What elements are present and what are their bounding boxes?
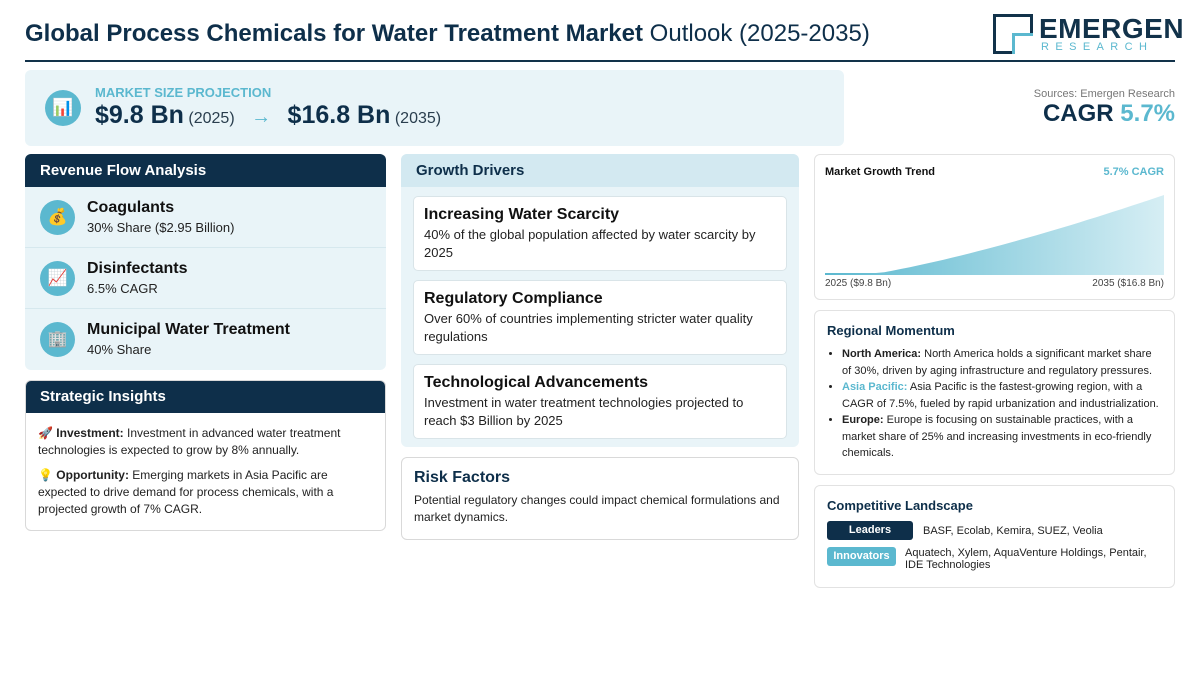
- chart-icon: 📊: [45, 90, 81, 126]
- projection-start-year: (2025): [188, 110, 235, 127]
- insight-label: Investment:: [56, 426, 124, 440]
- innovators-row: Innovators Aquatech, Xylem, AquaVenture …: [827, 547, 1164, 573]
- money-bag-icon: 💰: [40, 200, 75, 235]
- projection-start-value: $9.8 Bn: [95, 101, 184, 129]
- page-title-rest: Outlook (2025-2035): [649, 20, 870, 47]
- growth-drivers-title: Growth Drivers: [401, 154, 799, 187]
- trend-x-end-label: 2035 ($16.8 Bn): [1092, 278, 1164, 289]
- page-title: Global Process Chemicals for Water Treat…: [25, 20, 870, 48]
- revenue-item-sub: 6.5% CAGR: [87, 281, 158, 296]
- risk-factors-title: Risk Factors: [414, 469, 511, 486]
- projection-end-year: (2035): [394, 110, 442, 127]
- projection-values: $9.8 Bn (2025) → $16.8 Bn (2035): [95, 101, 441, 130]
- trend-cagr: 5.7% CAGR: [1103, 166, 1164, 178]
- insight-investment: 🚀 Investment: Investment in advanced wat…: [38, 425, 373, 459]
- insight-text: Investment in advanced water treatment t…: [38, 426, 341, 457]
- innovators-list: Aquatech, Xylem, AquaVenture Holdings, P…: [905, 547, 1147, 571]
- cagr-headline: CAGR 5.7%: [1043, 100, 1175, 128]
- innovators-badge: Innovators: [827, 547, 896, 566]
- trend-area-series: [825, 195, 1164, 275]
- revenue-item-title: Municipal Water Treatment: [87, 321, 290, 338]
- trend-title: Market Growth Trend: [825, 166, 936, 178]
- growth-drivers-card: Growth Drivers Increasing Water Scarcity…: [401, 154, 799, 447]
- leaders-list: BASF, Ecolab, Kemira, SUEZ, Veolia: [923, 525, 1103, 537]
- sources-note: Sources: Emergen Research: [1033, 88, 1175, 100]
- driver-item: Increasing Water Scarcity 40% of the glo…: [413, 196, 787, 271]
- insight-text: Emerging markets in Asia Pacific are exp…: [38, 468, 334, 516]
- region-name: Europe:: [842, 414, 884, 426]
- revenue-item-title: Coagulants: [87, 199, 175, 216]
- risk-factors-card: Risk Factors Potential regulatory change…: [401, 457, 799, 540]
- driver-title: Technological Advancements: [424, 374, 649, 391]
- revenue-flow-title: Revenue Flow Analysis: [25, 154, 386, 187]
- revenue-item: 📈 Disinfectants 6.5% CAGR: [25, 248, 386, 309]
- revenue-item-sub: 30% Share ($2.95 Billion): [87, 220, 235, 235]
- trend-x-start-label: 2025 ($9.8 Bn): [825, 278, 892, 289]
- arrow-right-icon: →: [251, 106, 272, 128]
- lightbulb-icon: 💡: [38, 468, 53, 482]
- revenue-item-sub: 40% Share: [87, 342, 152, 357]
- emergen-logo: EMERGEN RESEARCH: [993, 14, 1184, 56]
- leaders-row: Leaders BASF, Ecolab, Kemira, SUEZ, Veol…: [827, 521, 1164, 541]
- page-title-bold: Global Process Chemicals for Water Treat…: [25, 20, 643, 47]
- logo-subtitle: RESEARCH: [1041, 41, 1154, 53]
- driver-item: Technological Advancements Investment in…: [413, 364, 787, 439]
- driver-title: Regulatory Compliance: [424, 290, 603, 307]
- driver-text: 40% of the global population affected by…: [424, 227, 756, 260]
- cagr-label: CAGR: [1042, 100, 1114, 127]
- revenue-flow-card: Revenue Flow Analysis 💰 Coagulants 30% S…: [25, 154, 386, 370]
- cagr-value: 5.7%: [1120, 100, 1175, 127]
- projection-label: MARKET SIZE PROJECTION: [95, 85, 272, 100]
- market-size-projection: 📊 MARKET SIZE PROJECTION $9.8 Bn (2025) …: [25, 70, 844, 146]
- insight-opportunity: 💡 Opportunity: Emerging markets in Asia …: [38, 467, 373, 518]
- insight-label: Opportunity:: [56, 468, 129, 482]
- strategic-insights-title: Strategic Insights: [26, 381, 385, 413]
- leaders-badge: Leaders: [827, 521, 913, 540]
- competitive-landscape-card: Competitive Landscape Leaders BASF, Ecol…: [814, 485, 1175, 588]
- revenue-item: 🏢 Municipal Water Treatment 40% Share: [25, 309, 386, 370]
- region-text: North America holds a significant market…: [842, 348, 1152, 377]
- logo-mark-icon: [993, 14, 1033, 54]
- rocket-icon: 🚀: [38, 426, 53, 440]
- region-item: Asia Pacific: Asia Pacific is the fastes…: [842, 379, 1162, 412]
- driver-text: Investment in water treatment technologi…: [424, 395, 744, 428]
- strategic-insights-card: Strategic Insights 🚀 Investment: Investm…: [25, 380, 386, 531]
- driver-text: Over 60% of countries implementing stric…: [424, 311, 753, 344]
- region-name: Asia Pacific:: [842, 381, 908, 393]
- competitive-landscape-title: Competitive Landscape: [827, 498, 973, 513]
- logo-word: EMERGEN: [1039, 13, 1185, 44]
- driver-item: Regulatory Compliance Over 60% of countr…: [413, 280, 787, 355]
- region-text: Asia Pacific is the fastest-growing regi…: [842, 381, 1159, 410]
- region-item: North America: North America holds a sig…: [842, 346, 1162, 379]
- building-icon: 🏢: [40, 322, 75, 357]
- trend-area-chart: [825, 195, 1164, 275]
- trend-chart-icon: 📈: [40, 261, 75, 296]
- regional-momentum-card: Regional Momentum North America: North A…: [814, 310, 1175, 475]
- region-item: Europe: Europe is focusing on sustainabl…: [842, 412, 1162, 462]
- regional-momentum-title: Regional Momentum: [827, 323, 955, 338]
- region-text: Europe is focusing on sustainable practi…: [842, 414, 1152, 459]
- revenue-item-title: Disinfectants: [87, 260, 188, 277]
- risk-factors-text: Potential regulatory changes could impac…: [414, 493, 780, 524]
- market-growth-trend-card: Market Growth Trend 5.7% CAGR 2025 ($9.8…: [814, 154, 1175, 300]
- driver-title: Increasing Water Scarcity: [424, 206, 620, 223]
- page-header: Global Process Chemicals for Water Treat…: [25, 12, 1184, 62]
- revenue-item: 💰 Coagulants 30% Share ($2.95 Billion): [25, 187, 386, 248]
- projection-end-value: $16.8 Bn: [287, 101, 391, 129]
- region-name: North America:: [842, 348, 922, 360]
